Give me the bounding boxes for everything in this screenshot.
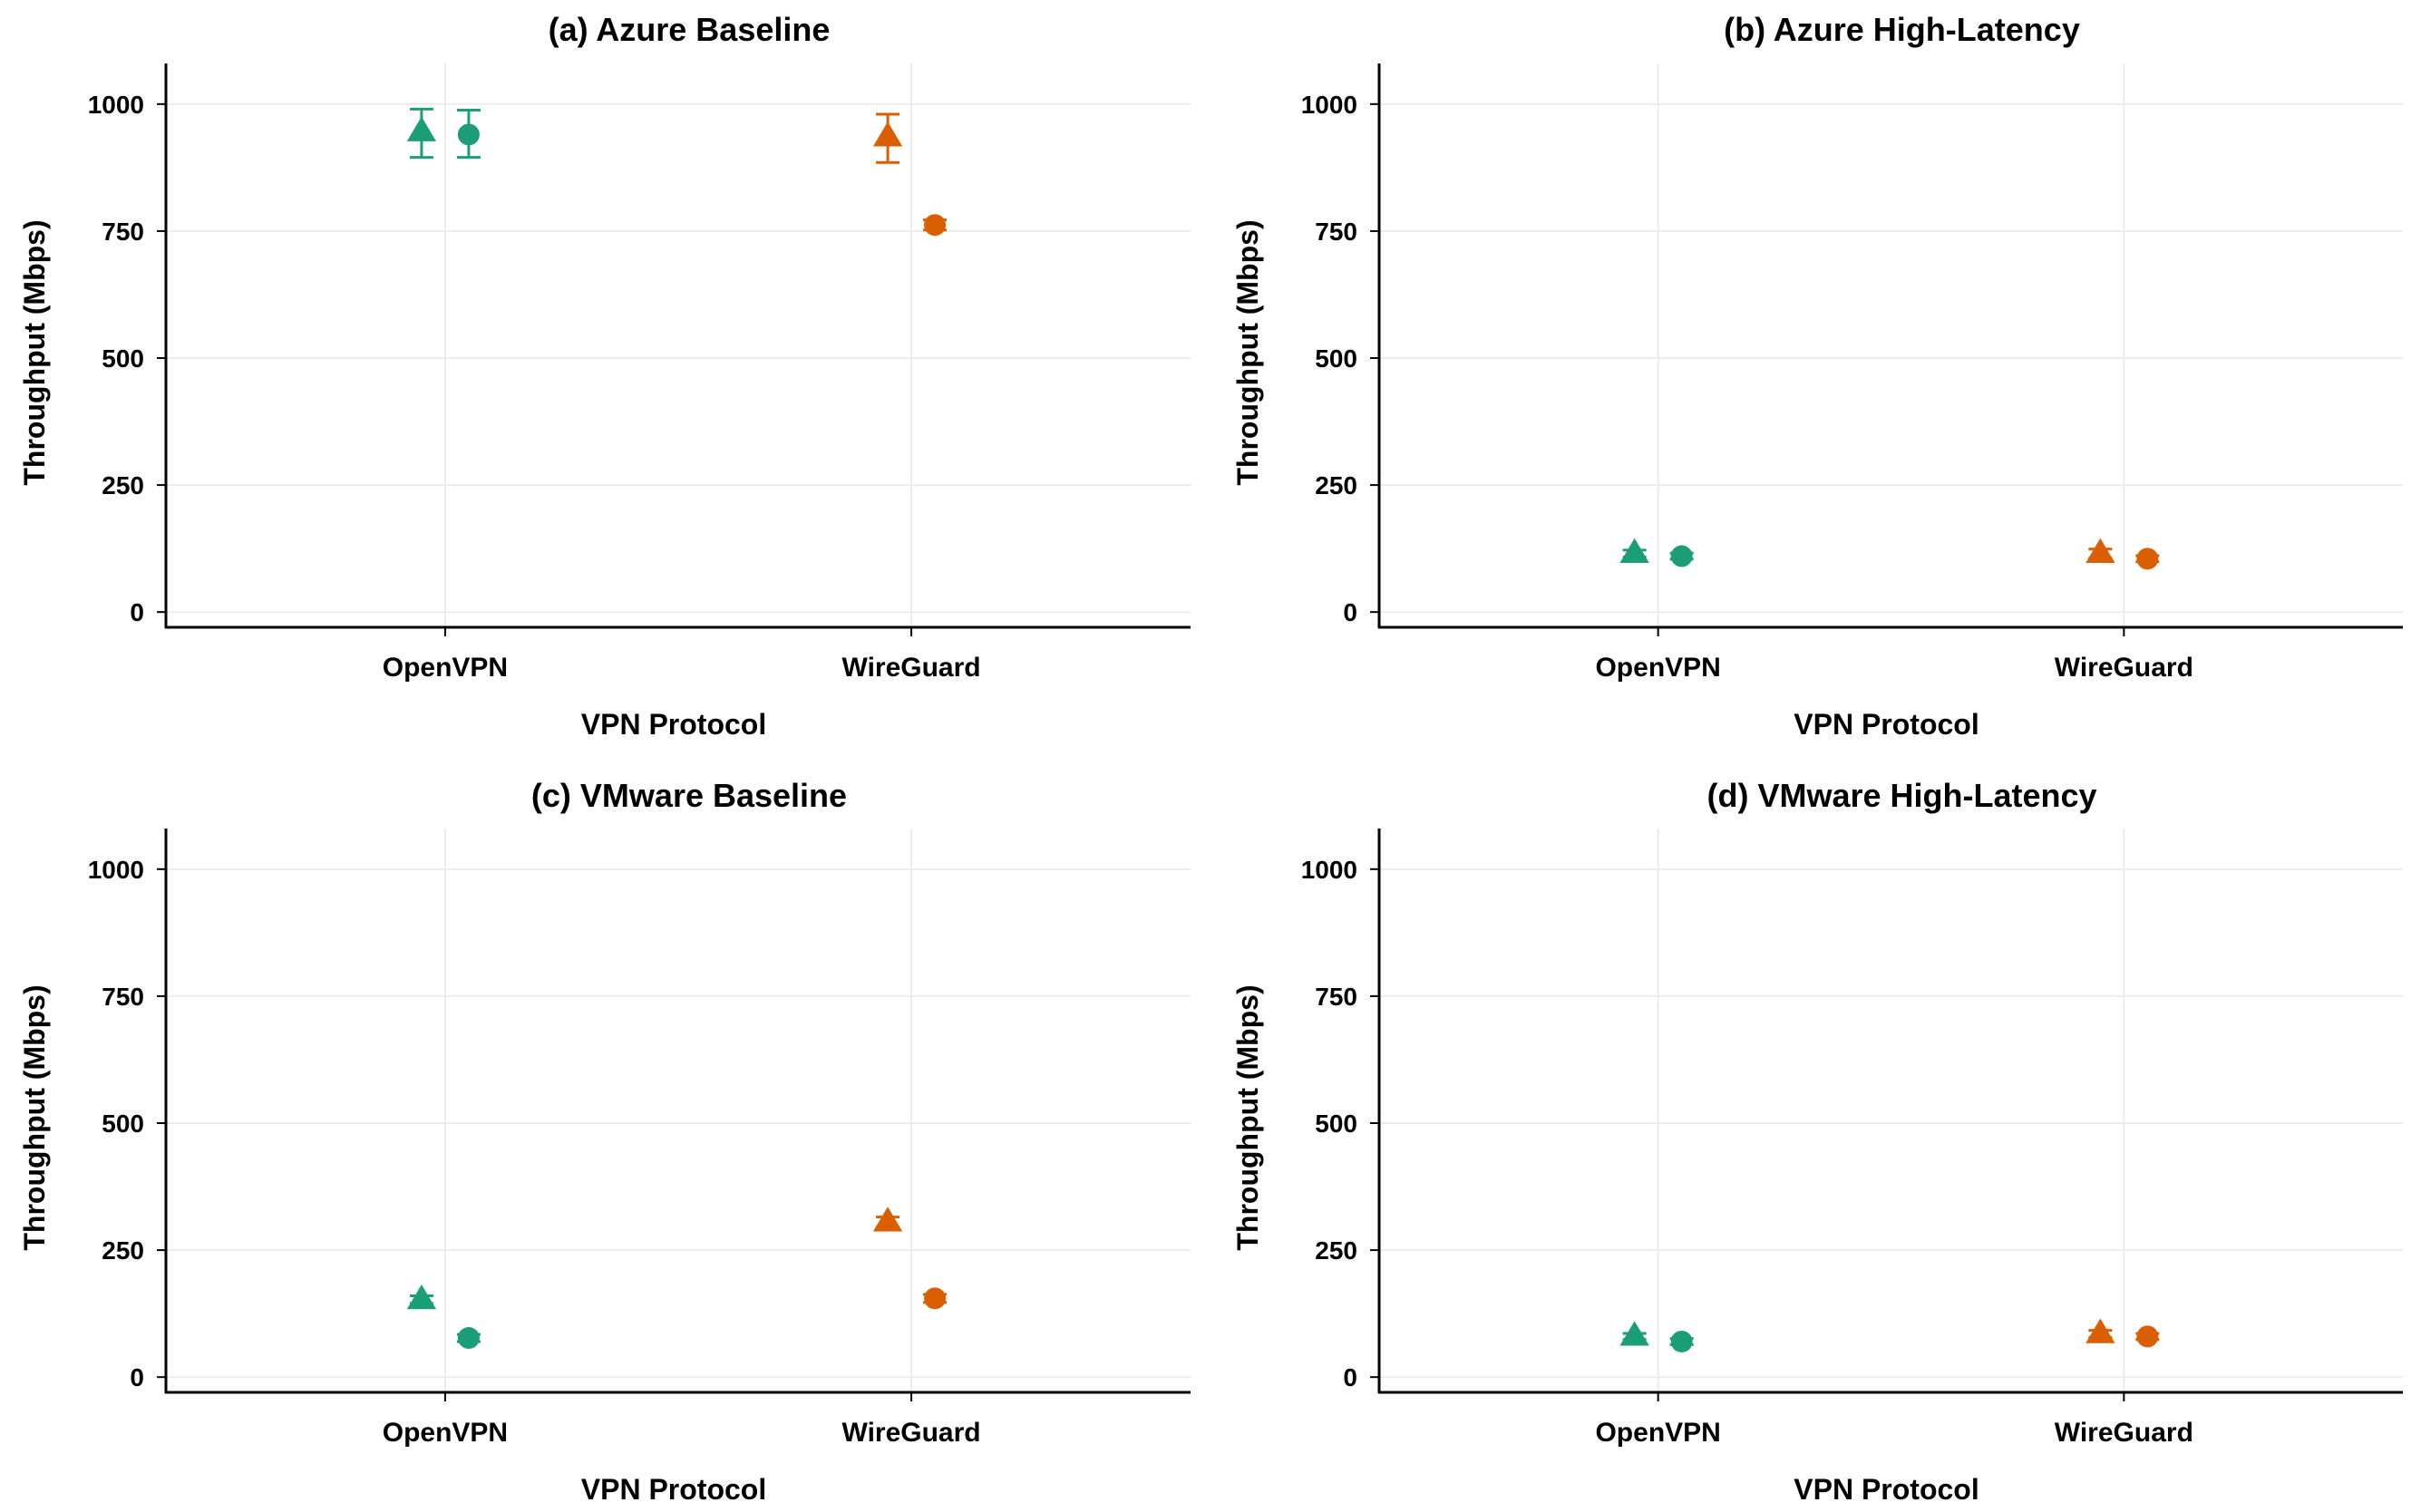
triangle-marker — [406, 1284, 437, 1310]
data-point-wireguard-circle — [2135, 548, 2160, 570]
x-axis-title: VPN Protocol — [1794, 708, 1979, 741]
circle-marker — [2136, 548, 2159, 570]
data-point-wireguard-triangle — [872, 112, 903, 164]
triangle-marker — [406, 116, 437, 141]
data-point-openvpn-circle — [1669, 1330, 1694, 1352]
y-axis-title: Throughput (Mbps) — [18, 984, 51, 1250]
y-tick-label: 500 — [1315, 344, 1357, 373]
circle-marker — [924, 214, 947, 237]
y-tick-label: 750 — [1315, 218, 1357, 246]
x-axis-title: VPN Protocol — [1794, 1473, 1979, 1506]
triangle-marker — [872, 1207, 903, 1232]
x-tick-label: OpenVPN — [383, 653, 508, 683]
y-tick-label: 750 — [1315, 983, 1357, 1011]
data-point-wireguard-circle — [923, 1287, 948, 1310]
data-point-openvpn-circle — [1669, 545, 1694, 567]
y-tick-label: 250 — [1315, 1236, 1357, 1265]
data-point-wireguard-triangle — [2086, 1318, 2115, 1343]
x-tick-label: OpenVPN — [383, 1418, 508, 1448]
data-point-wireguard-triangle — [2086, 538, 2115, 563]
y-tick-label: 1000 — [1301, 856, 1357, 884]
chart-title: (b) Azure High-Latency — [1724, 11, 2080, 48]
y-axis-title: Throughput (Mbps) — [18, 219, 51, 485]
triangle-marker — [2086, 1318, 2115, 1343]
y-tick-label: 500 — [102, 1110, 144, 1138]
y-tick-label: 0 — [130, 1363, 144, 1391]
x-axis-title: VPN Protocol — [581, 1473, 766, 1506]
y-tick-label: 750 — [102, 218, 144, 246]
x-tick-label: OpenVPN — [1595, 653, 1720, 683]
y-tick-label: 250 — [102, 1236, 144, 1265]
y-tick-label: 1000 — [88, 856, 144, 884]
y-tick-label: 750 — [102, 983, 144, 1011]
y-tick-label: 500 — [1315, 1110, 1357, 1138]
x-tick-label: WireGuard — [842, 1418, 981, 1448]
data-point-wireguard-triangle — [872, 1207, 903, 1232]
chart-title: (c) VMware Baseline — [531, 777, 847, 814]
circle-marker — [1670, 545, 1693, 567]
chart-panel-4: 0 250 500 750 1000 OpenVPN WireGuard (d) VMware… — [1231, 777, 2403, 1506]
y-tick-label: 1000 — [88, 91, 144, 119]
x-tick-label: WireGuard — [2055, 1418, 2193, 1448]
triangle-marker — [2086, 538, 2115, 563]
x-tick-label: WireGuard — [842, 653, 981, 683]
y-tick-label: 0 — [1343, 598, 1357, 626]
data-point-openvpn-triangle — [1619, 1321, 1649, 1346]
chart-panel-2: 0 250 500 750 1000 OpenVPN WireGuard (b) Azure … — [1231, 11, 2403, 741]
y-tick-label: 0 — [130, 598, 144, 626]
chart-panel-1: 0 250 500 750 1000 OpenVPN WireGuard (a) Azure … — [18, 11, 1191, 741]
circle-marker — [457, 123, 480, 146]
y-axis-title: Throughput (Mbps) — [1231, 984, 1264, 1250]
y-tick-label: 250 — [1315, 471, 1357, 499]
x-tick-label: WireGuard — [2055, 653, 2193, 683]
y-tick-label: 500 — [102, 344, 144, 373]
y-tick-label: 0 — [1343, 1363, 1357, 1391]
x-tick-label: OpenVPN — [1595, 1418, 1720, 1448]
y-tick-label: 250 — [102, 471, 144, 499]
circle-marker — [2136, 1325, 2159, 1348]
circle-marker — [924, 1287, 947, 1310]
triangle-marker — [1619, 1321, 1649, 1346]
chart-panel-3: 0 250 500 750 1000 OpenVPN WireGuard (c) VMware… — [18, 777, 1191, 1506]
data-point-wireguard-circle — [923, 214, 948, 237]
data-point-openvpn-triangle — [406, 1284, 437, 1310]
data-point-openvpn-circle — [456, 109, 481, 160]
circle-marker — [457, 1327, 480, 1350]
triangle-marker — [872, 121, 903, 147]
data-point-openvpn-circle — [456, 1327, 481, 1350]
y-tick-label: 1000 — [1301, 91, 1357, 119]
data-point-wireguard-circle — [2135, 1325, 2160, 1348]
chart-title: (a) Azure Baseline — [549, 11, 831, 48]
chart-title: (d) VMware High-Latency — [1706, 777, 2096, 814]
data-point-openvpn-triangle — [1619, 538, 1649, 563]
y-axis-title: Throughput (Mbps) — [1231, 219, 1264, 485]
x-axis-title: VPN Protocol — [581, 708, 766, 741]
triangle-marker — [1619, 538, 1649, 563]
circle-marker — [1670, 1330, 1693, 1352]
data-point-openvpn-triangle — [406, 107, 437, 160]
